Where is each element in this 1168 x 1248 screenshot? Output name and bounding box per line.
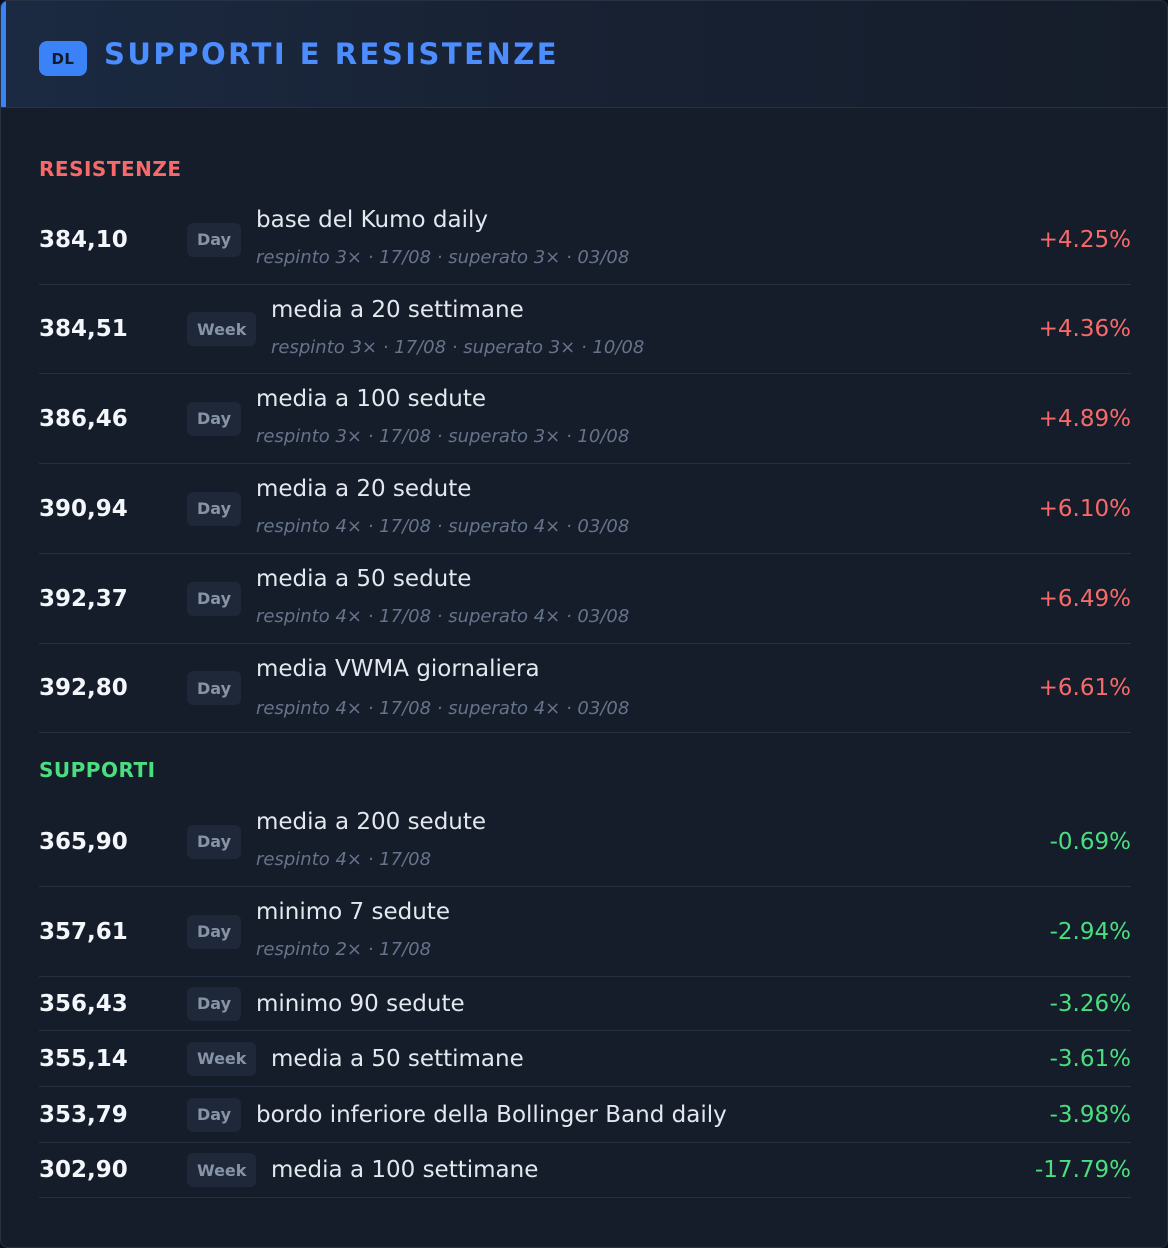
level-row[interactable]: 390,94 Day media a 20 sedute respinto 4×…	[39, 464, 1131, 554]
level-row[interactable]: 384,10 Day base del Kumo daily respinto …	[39, 195, 1131, 285]
level-value: 355,14	[39, 1045, 128, 1072]
level-label: media a 100 settimane	[271, 1157, 539, 1183]
level-percent: +4.36%	[1038, 316, 1131, 342]
level-meta: respinto 3× · 17/08 · superato 3× · 10/0…	[271, 337, 645, 358]
section-title-resistenze: RESISTENZE	[39, 157, 182, 181]
level-meta: respinto 3× · 17/08 · superato 3× · 03/0…	[256, 247, 630, 268]
level-value: 365,90	[39, 828, 128, 855]
level-row[interactable]: 353,79 Day bordo inferiore della Bolling…	[39, 1087, 1131, 1143]
level-label: media a 100 sedute	[256, 386, 487, 412]
level-meta: respinto 4× · 17/08	[256, 849, 432, 870]
level-percent: +6.61%	[1038, 675, 1131, 701]
logo-badge: DL	[39, 41, 87, 76]
level-percent: -17.79%	[1035, 1157, 1131, 1183]
level-label: media a 20 sedute	[256, 476, 472, 502]
level-meta: respinto 2× · 17/08	[256, 939, 432, 960]
level-percent: -3.98%	[1049, 1101, 1131, 1128]
level-value: 390,94	[39, 495, 128, 522]
level-value: 386,46	[39, 405, 128, 432]
level-percent: +4.25%	[1038, 226, 1131, 253]
level-percent: +6.49%	[1038, 585, 1131, 612]
level-row[interactable]: 365,90 Day media a 200 sedute respinto 4…	[39, 797, 1131, 887]
level-percent: -2.94%	[1049, 918, 1131, 945]
panel-title: SUPPORTI E RESISTENZE	[104, 37, 560, 71]
level-label: minimo 90 sedute	[256, 990, 465, 1017]
level-meta: respinto 4× · 17/08 · superato 4× · 03/0…	[256, 698, 630, 719]
level-label: media a 20 settimane	[271, 297, 524, 323]
level-value: 357,61	[39, 918, 128, 945]
level-row[interactable]: 392,37 Day media a 50 sedute respinto 4×…	[39, 554, 1131, 644]
level-label: base del Kumo daily	[256, 207, 488, 233]
timeframe-badge: Week	[187, 1041, 257, 1076]
level-row[interactable]: 386,46 Day media a 100 sedute respinto 3…	[39, 374, 1131, 464]
timeframe-badge: Week	[187, 312, 257, 346]
timeframe-badge: Day	[187, 1097, 242, 1132]
level-percent: -3.61%	[1049, 1045, 1131, 1072]
timeframe-badge: Day	[187, 671, 242, 705]
level-value: 392,37	[39, 585, 128, 612]
level-label: media VWMA giornaliera	[256, 656, 540, 682]
level-row[interactable]: 355,14 Week media a 50 settimane -3.61%	[39, 1031, 1131, 1087]
timeframe-badge: Day	[187, 914, 242, 949]
level-value: 384,51	[39, 316, 128, 342]
level-label: media a 50 sedute	[256, 566, 472, 592]
level-label: media a 50 settimane	[271, 1045, 524, 1072]
timeframe-badge: Day	[187, 824, 242, 859]
timeframe-badge: Day	[187, 986, 242, 1021]
level-row[interactable]: 392,80 Day media VWMA giornaliera respin…	[39, 644, 1131, 733]
level-value: 384,10	[39, 226, 128, 253]
level-row[interactable]: 356,43 Day minimo 90 sedute -3.26%	[39, 977, 1131, 1031]
level-value: 302,90	[39, 1157, 128, 1183]
level-label: bordo inferiore della Bollinger Band dai…	[256, 1101, 727, 1128]
panel-header: DL SUPPORTI E RESISTENZE	[1, 1, 1167, 108]
section-title-supporti: SUPPORTI	[39, 758, 156, 782]
timeframe-badge: Day	[187, 401, 242, 436]
timeframe-badge: Day	[187, 491, 242, 526]
level-value: 353,79	[39, 1101, 128, 1128]
level-meta: respinto 3× · 17/08 · superato 3× · 10/0…	[256, 426, 630, 447]
timeframe-badge: Day	[187, 581, 242, 616]
level-label: media a 200 sedute	[256, 809, 487, 835]
level-meta: respinto 4× · 17/08 · superato 4× · 03/0…	[256, 606, 630, 627]
header-accent-bar	[1, 1, 6, 107]
level-value: 356,43	[39, 990, 128, 1017]
timeframe-badge: Week	[187, 1153, 257, 1187]
level-value: 392,80	[39, 675, 128, 701]
level-row[interactable]: 357,61 Day minimo 7 sedute respinto 2× ·…	[39, 887, 1131, 977]
level-percent: -3.26%	[1049, 990, 1131, 1017]
level-row[interactable]: 384,51 Week media a 20 settimane respint…	[39, 285, 1131, 374]
level-meta: respinto 4× · 17/08 · superato 4× · 03/0…	[256, 516, 630, 537]
timeframe-badge: Day	[187, 222, 242, 257]
level-percent: +6.10%	[1038, 495, 1131, 522]
level-percent: -0.69%	[1049, 828, 1131, 855]
level-row[interactable]: 302,90 Week media a 100 settimane -17.79…	[39, 1143, 1131, 1198]
level-label: minimo 7 sedute	[256, 899, 450, 925]
level-percent: +4.89%	[1038, 405, 1131, 432]
